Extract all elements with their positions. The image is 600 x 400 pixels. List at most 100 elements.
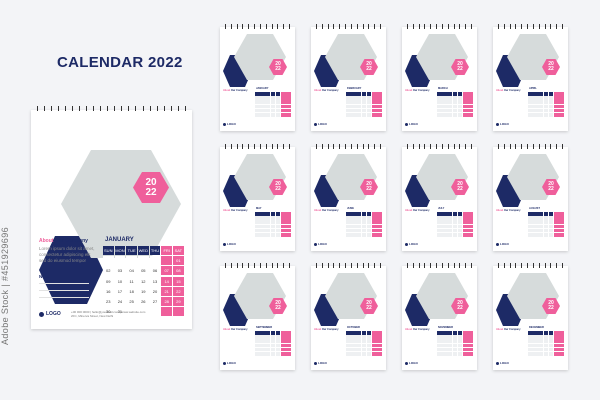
weekday-header [452, 212, 458, 216]
day-cell [553, 343, 559, 348]
month-page-february[interactable]: 20 22 About Our Company FEBRUARY LOGO [311, 24, 386, 131]
binding-ring-icon [544, 24, 546, 29]
day-cell [366, 351, 372, 356]
month-label: APRIL [529, 87, 537, 90]
weekday-header [447, 331, 452, 335]
day-cell [462, 343, 468, 348]
day-cell [553, 100, 559, 104]
binding-rings [31, 106, 192, 111]
weekday-header [553, 92, 559, 96]
binding-ring-icon [65, 106, 67, 111]
day-cell [366, 232, 372, 237]
year-badge-top: 20 [548, 181, 554, 187]
month-page-december[interactable]: 20 22 About Our Company DECEMBER LOGO [493, 263, 568, 370]
binding-rings [402, 24, 477, 29]
month-label: OCTOBER [347, 326, 360, 329]
binding-ring-icon [465, 263, 467, 268]
day-cell: 24 [114, 296, 126, 306]
logo-mark-icon [405, 361, 408, 365]
month-page-april[interactable]: 20 22 About Our Company APRIL LOGO [493, 24, 568, 131]
weekday-header [270, 212, 276, 216]
day-cell [260, 343, 265, 348]
day-cell [361, 96, 367, 100]
day-cell [548, 104, 554, 109]
day-cell [280, 104, 286, 109]
day-cell [377, 232, 382, 237]
day-cell [377, 108, 382, 113]
year-badge: 20 22 [451, 59, 469, 75]
day-cell [533, 108, 538, 113]
binding-rings [220, 144, 295, 149]
day-cell [275, 343, 281, 348]
day-cell [286, 100, 291, 104]
weekday-header [371, 212, 377, 216]
month-page-october[interactable]: 20 22 About Our Company OCTOBER LOGO [311, 263, 386, 370]
day-cell [543, 220, 549, 224]
binding-ring-icon [142, 106, 144, 111]
binding-ring-icon [380, 24, 382, 29]
day-cell [346, 112, 351, 117]
day-cell [447, 343, 452, 348]
day-cell [462, 100, 468, 104]
month-page-september[interactable]: 20 22 About Our Company SEPTEMBER LOGO [220, 263, 295, 370]
day-cell [371, 112, 377, 117]
binding-ring-icon [356, 263, 358, 268]
logo-text: LOGO [318, 242, 327, 246]
day-cell [361, 335, 367, 339]
day-cell [275, 104, 281, 109]
day-cell [377, 96, 382, 100]
day-cell [371, 351, 377, 356]
day-cell [462, 232, 468, 237]
binding-ring-icon [114, 106, 116, 111]
binding-ring-icon [271, 24, 273, 29]
weekday-header [377, 92, 382, 96]
day-cell [442, 108, 447, 113]
day-cell [255, 216, 260, 220]
day-cell [442, 335, 447, 339]
binding-ring-icon [259, 144, 261, 149]
month-page-may[interactable]: 20 22 About Our Company MAY LOGO [220, 144, 295, 251]
month-page-march[interactable]: 20 22 About Our Company MARCH LOGO [402, 24, 477, 131]
day-cell [366, 100, 372, 104]
year-badge-top: 20 [145, 176, 157, 188]
day-cell [366, 96, 372, 100]
binding-ring-icon [562, 24, 564, 29]
year-badge-top: 20 [275, 61, 281, 67]
day-cell [559, 216, 564, 220]
month-page-june[interactable]: 20 22 About Our Company JUNE LOGO [311, 144, 386, 251]
weekday-header [280, 212, 286, 216]
weekday-header [377, 212, 382, 216]
day-cell [361, 232, 367, 237]
day-grid [437, 92, 473, 117]
day-cell [452, 228, 458, 233]
month-page-january[interactable]: 20 22 About Our Company JANUARY LOGO [220, 24, 295, 131]
about-company: Our Company [412, 209, 430, 212]
day-cell [260, 108, 265, 113]
day-cell [265, 228, 270, 233]
day-cell [361, 108, 367, 113]
weekday-header [468, 212, 473, 216]
day-cell [442, 339, 447, 343]
year-badge-bottom: 22 [366, 305, 372, 311]
day-cell: 19 [138, 286, 149, 296]
day-cell [462, 96, 468, 100]
month-page-july[interactable]: 20 22 About Our Company JULY LOGO [402, 144, 477, 251]
day-cell [559, 224, 564, 229]
day-cell [538, 224, 543, 229]
day-cell [371, 220, 377, 224]
weekday-header [361, 212, 367, 216]
weekday-header [255, 331, 260, 335]
weekday-header: THU [149, 246, 161, 255]
day-cell [468, 96, 473, 100]
binding-ring-icon [259, 24, 261, 29]
day-cell [548, 339, 554, 343]
day-cell [553, 216, 559, 220]
day-cell [553, 232, 559, 237]
about-company: Our Company [230, 89, 248, 92]
binding-ring-icon [259, 263, 261, 268]
day-cell [548, 96, 554, 100]
month-page-november[interactable]: 20 22 About Our Company NOVEMBER LOGO [402, 263, 477, 370]
month-page-august[interactable]: 20 22 About Our Company AUGUST LOGO [493, 144, 568, 251]
day-cell [548, 216, 554, 220]
binding-ring-icon [447, 144, 449, 149]
